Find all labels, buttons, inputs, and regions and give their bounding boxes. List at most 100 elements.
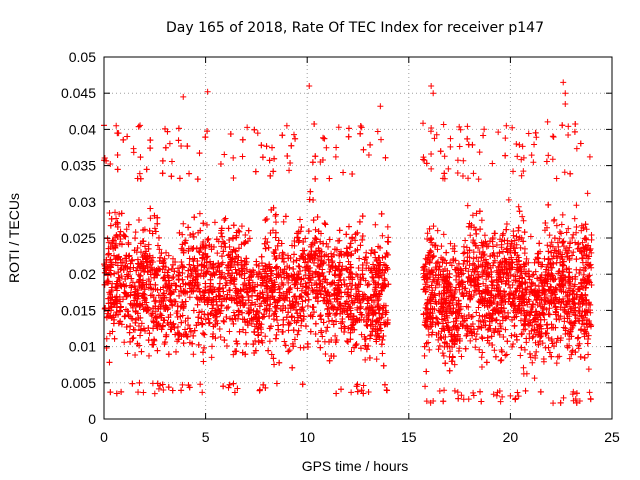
data-point [233, 287, 240, 294]
data-point [266, 261, 273, 268]
data-point [464, 250, 471, 257]
data-point [342, 300, 349, 307]
data-point [167, 288, 174, 295]
data-point [328, 352, 335, 359]
data-point [189, 340, 196, 347]
data-point [223, 314, 230, 321]
data-point [113, 390, 120, 397]
data-point [559, 211, 566, 218]
data-point [208, 310, 215, 317]
data-point [122, 313, 129, 320]
data-point [286, 167, 293, 174]
data-point [372, 221, 379, 228]
data-point [325, 318, 332, 325]
data-point [198, 267, 205, 274]
data-point [321, 276, 328, 283]
data-point [132, 319, 139, 326]
data-point [475, 317, 482, 324]
data-point [421, 157, 428, 164]
data-point [271, 252, 278, 259]
data-point [160, 386, 167, 393]
data-point [314, 338, 321, 345]
data-point [137, 327, 144, 334]
data-point [445, 165, 452, 172]
data-point [293, 257, 300, 264]
data-point [154, 380, 161, 387]
data-point [349, 235, 356, 242]
data-point [109, 237, 116, 244]
data-point [154, 220, 161, 227]
data-point [356, 255, 363, 262]
data-point [221, 151, 228, 158]
data-point [354, 304, 361, 311]
data-point [120, 232, 127, 239]
data-point [147, 137, 154, 144]
data-point [226, 237, 233, 244]
data-point [346, 244, 353, 251]
data-point [475, 304, 482, 311]
data-point [211, 272, 218, 279]
data-point [152, 303, 159, 310]
data-point [239, 309, 246, 316]
data-point [479, 349, 486, 356]
data-point [376, 325, 383, 332]
data-point [324, 324, 331, 331]
data-point [223, 342, 230, 349]
data-point [110, 252, 117, 259]
data-point [489, 234, 496, 241]
data-point [137, 332, 144, 339]
data-point [128, 275, 135, 282]
data-point [252, 337, 259, 344]
data-point [200, 296, 207, 303]
data-point [296, 216, 303, 223]
data-point [299, 381, 306, 388]
data-point [575, 245, 582, 252]
data-point [273, 265, 280, 272]
data-point [199, 389, 206, 396]
data-point [326, 236, 333, 243]
data-point [224, 291, 231, 298]
data-point [306, 279, 313, 286]
data-point [217, 293, 224, 300]
data-point [551, 216, 558, 223]
data-point [309, 287, 316, 294]
data-point [357, 345, 364, 352]
data-point [175, 272, 182, 279]
data-point [263, 305, 270, 312]
data-point [478, 217, 485, 224]
data-point [379, 281, 386, 288]
data-point [527, 354, 534, 361]
data-point [214, 250, 221, 257]
data-point [367, 141, 374, 148]
data-point [295, 239, 302, 246]
data-point [335, 124, 342, 131]
data-point [179, 269, 186, 276]
data-point [324, 305, 331, 312]
data-point [167, 319, 174, 326]
data-point [111, 270, 118, 277]
data-point [222, 244, 229, 251]
data-point [108, 287, 115, 294]
data-point [233, 338, 240, 345]
data-point [317, 287, 324, 294]
data-point [200, 220, 207, 227]
data-point [301, 259, 308, 266]
data-point [201, 331, 208, 338]
data-point [309, 159, 316, 166]
data-point [313, 236, 320, 243]
data-point [140, 290, 147, 297]
data-point [547, 243, 554, 250]
data-point [230, 174, 237, 181]
data-point [519, 213, 526, 220]
data-point [140, 227, 147, 234]
data-point [300, 344, 307, 351]
data-point [262, 297, 269, 304]
data-point [290, 266, 297, 273]
data-point [242, 329, 249, 336]
data-point [122, 306, 129, 313]
data-point [462, 265, 469, 272]
data-point [202, 280, 209, 287]
data-point [382, 307, 389, 314]
data-point [315, 257, 322, 264]
data-point [373, 356, 380, 363]
